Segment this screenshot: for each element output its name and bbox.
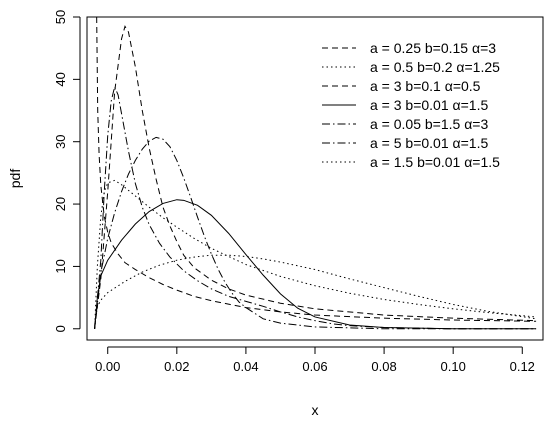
x-tick-label: 0.04 [233,359,258,374]
y-tick-label: 50 [53,10,68,24]
x-axis: 0.00 0.02 0.04 0.06 0.08 0.10 0.12 [95,346,535,374]
legend-entry: a = 0.5 b=0.2 α=1.25 [370,59,500,75]
x-axis-label: x [312,402,319,418]
x-tick-label: 0.06 [302,359,327,374]
series-line-7 [94,179,537,329]
y-tick-label: 30 [53,134,68,148]
plot-lines [94,17,537,330]
x-tick-label: 0.08 [371,359,396,374]
legend: a = 0.25 b=0.15 α=3 a = 0.5 b=0.2 α=1.25 a… [322,40,500,170]
y-tick-label: 40 [53,72,68,86]
x-tick-label: 0.10 [441,359,466,374]
series-line-6 [94,85,537,330]
x-tick-label: 0.02 [164,359,189,374]
y-tick-label: 10 [53,259,68,273]
legend-entry: a = 3 b=0.1 α=0.5 [370,78,481,94]
y-axis: 0 10 20 30 40 50 [53,10,81,332]
legend-entry: a = 3 b=0.01 α=1.5 [370,97,488,113]
x-tick-label: 0.00 [95,359,120,374]
legend-entry: a = 1.5 b=0.01 α=1.5 [370,154,500,170]
y-tick-label: 0 [53,325,68,332]
series-line-3 [94,25,537,329]
y-axis-label: pdf [7,169,23,189]
y-tick-label: 20 [53,197,68,211]
legend-entry: a = 0.25 b=0.15 α=3 [370,40,496,56]
legend-entry: a = 5 b=0.01 α=1.5 [370,135,488,151]
plot-frame [86,16,544,341]
series-line-4 [94,199,537,330]
legend-entry: a = 0.05 b=1.5 α=3 [370,116,488,132]
series-line-5 [94,136,537,330]
x-tick-label: 0.12 [510,359,535,374]
